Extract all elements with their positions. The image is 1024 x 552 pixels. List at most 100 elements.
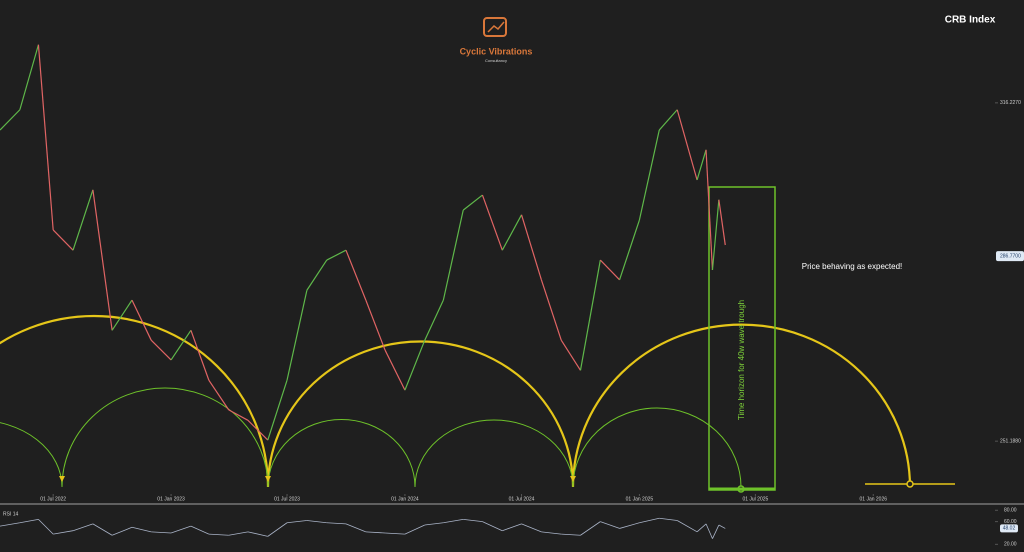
indicator-segment bbox=[541, 531, 562, 535]
indicator-segment bbox=[19, 518, 39, 524]
indicator-segment bbox=[151, 531, 172, 534]
cycle-drawings bbox=[0, 186, 955, 493]
indicator-segment bbox=[247, 531, 268, 537]
price-segment bbox=[384, 349, 406, 391]
indicator-segment bbox=[482, 521, 503, 532]
indicator-segment bbox=[502, 523, 522, 532]
indicator-segment bbox=[190, 525, 210, 535]
indicator-segment bbox=[705, 523, 713, 539]
price-segment bbox=[92, 189, 113, 331]
indicator-segment bbox=[712, 524, 720, 539]
indicator-segment bbox=[228, 531, 249, 536]
price-segment bbox=[424, 299, 444, 341]
price-segment bbox=[638, 129, 660, 221]
y-tick-label: 316.2270 bbox=[1000, 100, 1021, 106]
indicator-segment bbox=[326, 522, 346, 525]
x-tick-label: 01 Jul 2025 bbox=[742, 496, 768, 502]
x-tick-label: 01 Jul 2022 bbox=[40, 496, 66, 502]
price-segment bbox=[520, 214, 542, 281]
indicator-segment bbox=[170, 525, 192, 534]
price-segment bbox=[267, 380, 288, 441]
indicator-segment bbox=[696, 523, 707, 533]
x-tick-label: 01 Jul 2023 bbox=[274, 496, 300, 502]
price-segment bbox=[306, 259, 328, 291]
logo-arrow bbox=[487, 21, 505, 33]
brand-tagline: Consultancy bbox=[485, 58, 507, 63]
indicator-segment bbox=[38, 519, 54, 535]
indicator-segment bbox=[286, 520, 307, 524]
price-segment bbox=[404, 339, 426, 391]
indicator-segment bbox=[561, 533, 581, 536]
price-segment bbox=[560, 339, 581, 371]
x-tick-label: 01 Jan 2025 bbox=[626, 496, 654, 502]
y-tick-label: 286.7700 bbox=[1000, 253, 1021, 259]
price-segment bbox=[19, 44, 40, 110]
price-segment bbox=[0, 109, 21, 131]
price-segment bbox=[190, 330, 210, 381]
brand-name: Cyclic Vibrations bbox=[460, 46, 533, 56]
price-segment bbox=[462, 194, 483, 211]
indicator-segment bbox=[131, 526, 152, 533]
y-tick-label: 251.1880 bbox=[1000, 438, 1021, 444]
cycle-arc-40w bbox=[0, 314, 912, 488]
y-tick-label: 60.00 bbox=[1004, 519, 1017, 525]
indicator-segment bbox=[365, 531, 386, 534]
price-segment bbox=[131, 299, 152, 341]
annotation: Price behaving as expected! bbox=[802, 262, 903, 271]
price-segment bbox=[150, 339, 172, 361]
indicator-segment bbox=[385, 532, 405, 535]
price-segment bbox=[326, 249, 347, 261]
price-segment bbox=[705, 149, 714, 271]
price-segment bbox=[345, 249, 367, 301]
indicator-segment bbox=[306, 520, 327, 524]
price-segment bbox=[52, 229, 74, 251]
indicator-segment bbox=[619, 522, 640, 529]
price-segment bbox=[540, 279, 562, 341]
price-segment bbox=[711, 199, 720, 271]
indicator-segment bbox=[208, 533, 229, 536]
last-value-label: 48.02 bbox=[1003, 526, 1016, 532]
price-segment bbox=[501, 214, 523, 251]
indicator-segment bbox=[463, 518, 483, 523]
indicator-segment bbox=[521, 523, 542, 533]
indicator-segment bbox=[404, 524, 425, 535]
price-segment bbox=[247, 419, 269, 441]
price-segment bbox=[365, 299, 386, 351]
indicator-segment bbox=[600, 521, 620, 529]
indicator-segment bbox=[580, 521, 601, 536]
x-tick-label: 01 Jan 2023 bbox=[157, 496, 185, 502]
last-value-box bbox=[1000, 524, 1018, 533]
trough-marker bbox=[906, 480, 914, 488]
indicator-title: RSI 14 bbox=[3, 511, 19, 517]
price-segment bbox=[676, 109, 698, 181]
annotation: Time horizon for 40w wave trough bbox=[737, 300, 746, 420]
indicator-segment bbox=[639, 517, 660, 524]
price-segment bbox=[696, 149, 707, 181]
x-tick-label: 01 Jan 2026 bbox=[860, 496, 888, 502]
y-tick-label: 80.00 bbox=[1004, 508, 1017, 514]
price-segment bbox=[599, 259, 620, 281]
indicator-segment bbox=[111, 526, 133, 536]
price-segment bbox=[442, 210, 464, 301]
indicator-segment bbox=[92, 523, 113, 536]
indicator-segment bbox=[53, 530, 74, 535]
price-segment bbox=[579, 259, 601, 371]
price-segment bbox=[481, 194, 503, 251]
indicator-segment bbox=[677, 520, 698, 533]
price-segment bbox=[718, 199, 726, 246]
logo-icon bbox=[483, 17, 507, 37]
indicator-segment bbox=[72, 523, 94, 532]
indicator-segment bbox=[345, 523, 366, 533]
price-segment bbox=[286, 290, 308, 381]
price-segment bbox=[37, 44, 54, 230]
price-segment bbox=[170, 329, 192, 361]
last-price-box bbox=[996, 251, 1024, 262]
logo bbox=[483, 17, 507, 37]
indicator-segment bbox=[443, 518, 464, 524]
indicator-segment bbox=[0, 522, 20, 527]
indicator-segment bbox=[424, 522, 444, 526]
cycle-arc-20w bbox=[0, 387, 742, 488]
x-tick-label: 01 Jul 2024 bbox=[509, 496, 535, 502]
